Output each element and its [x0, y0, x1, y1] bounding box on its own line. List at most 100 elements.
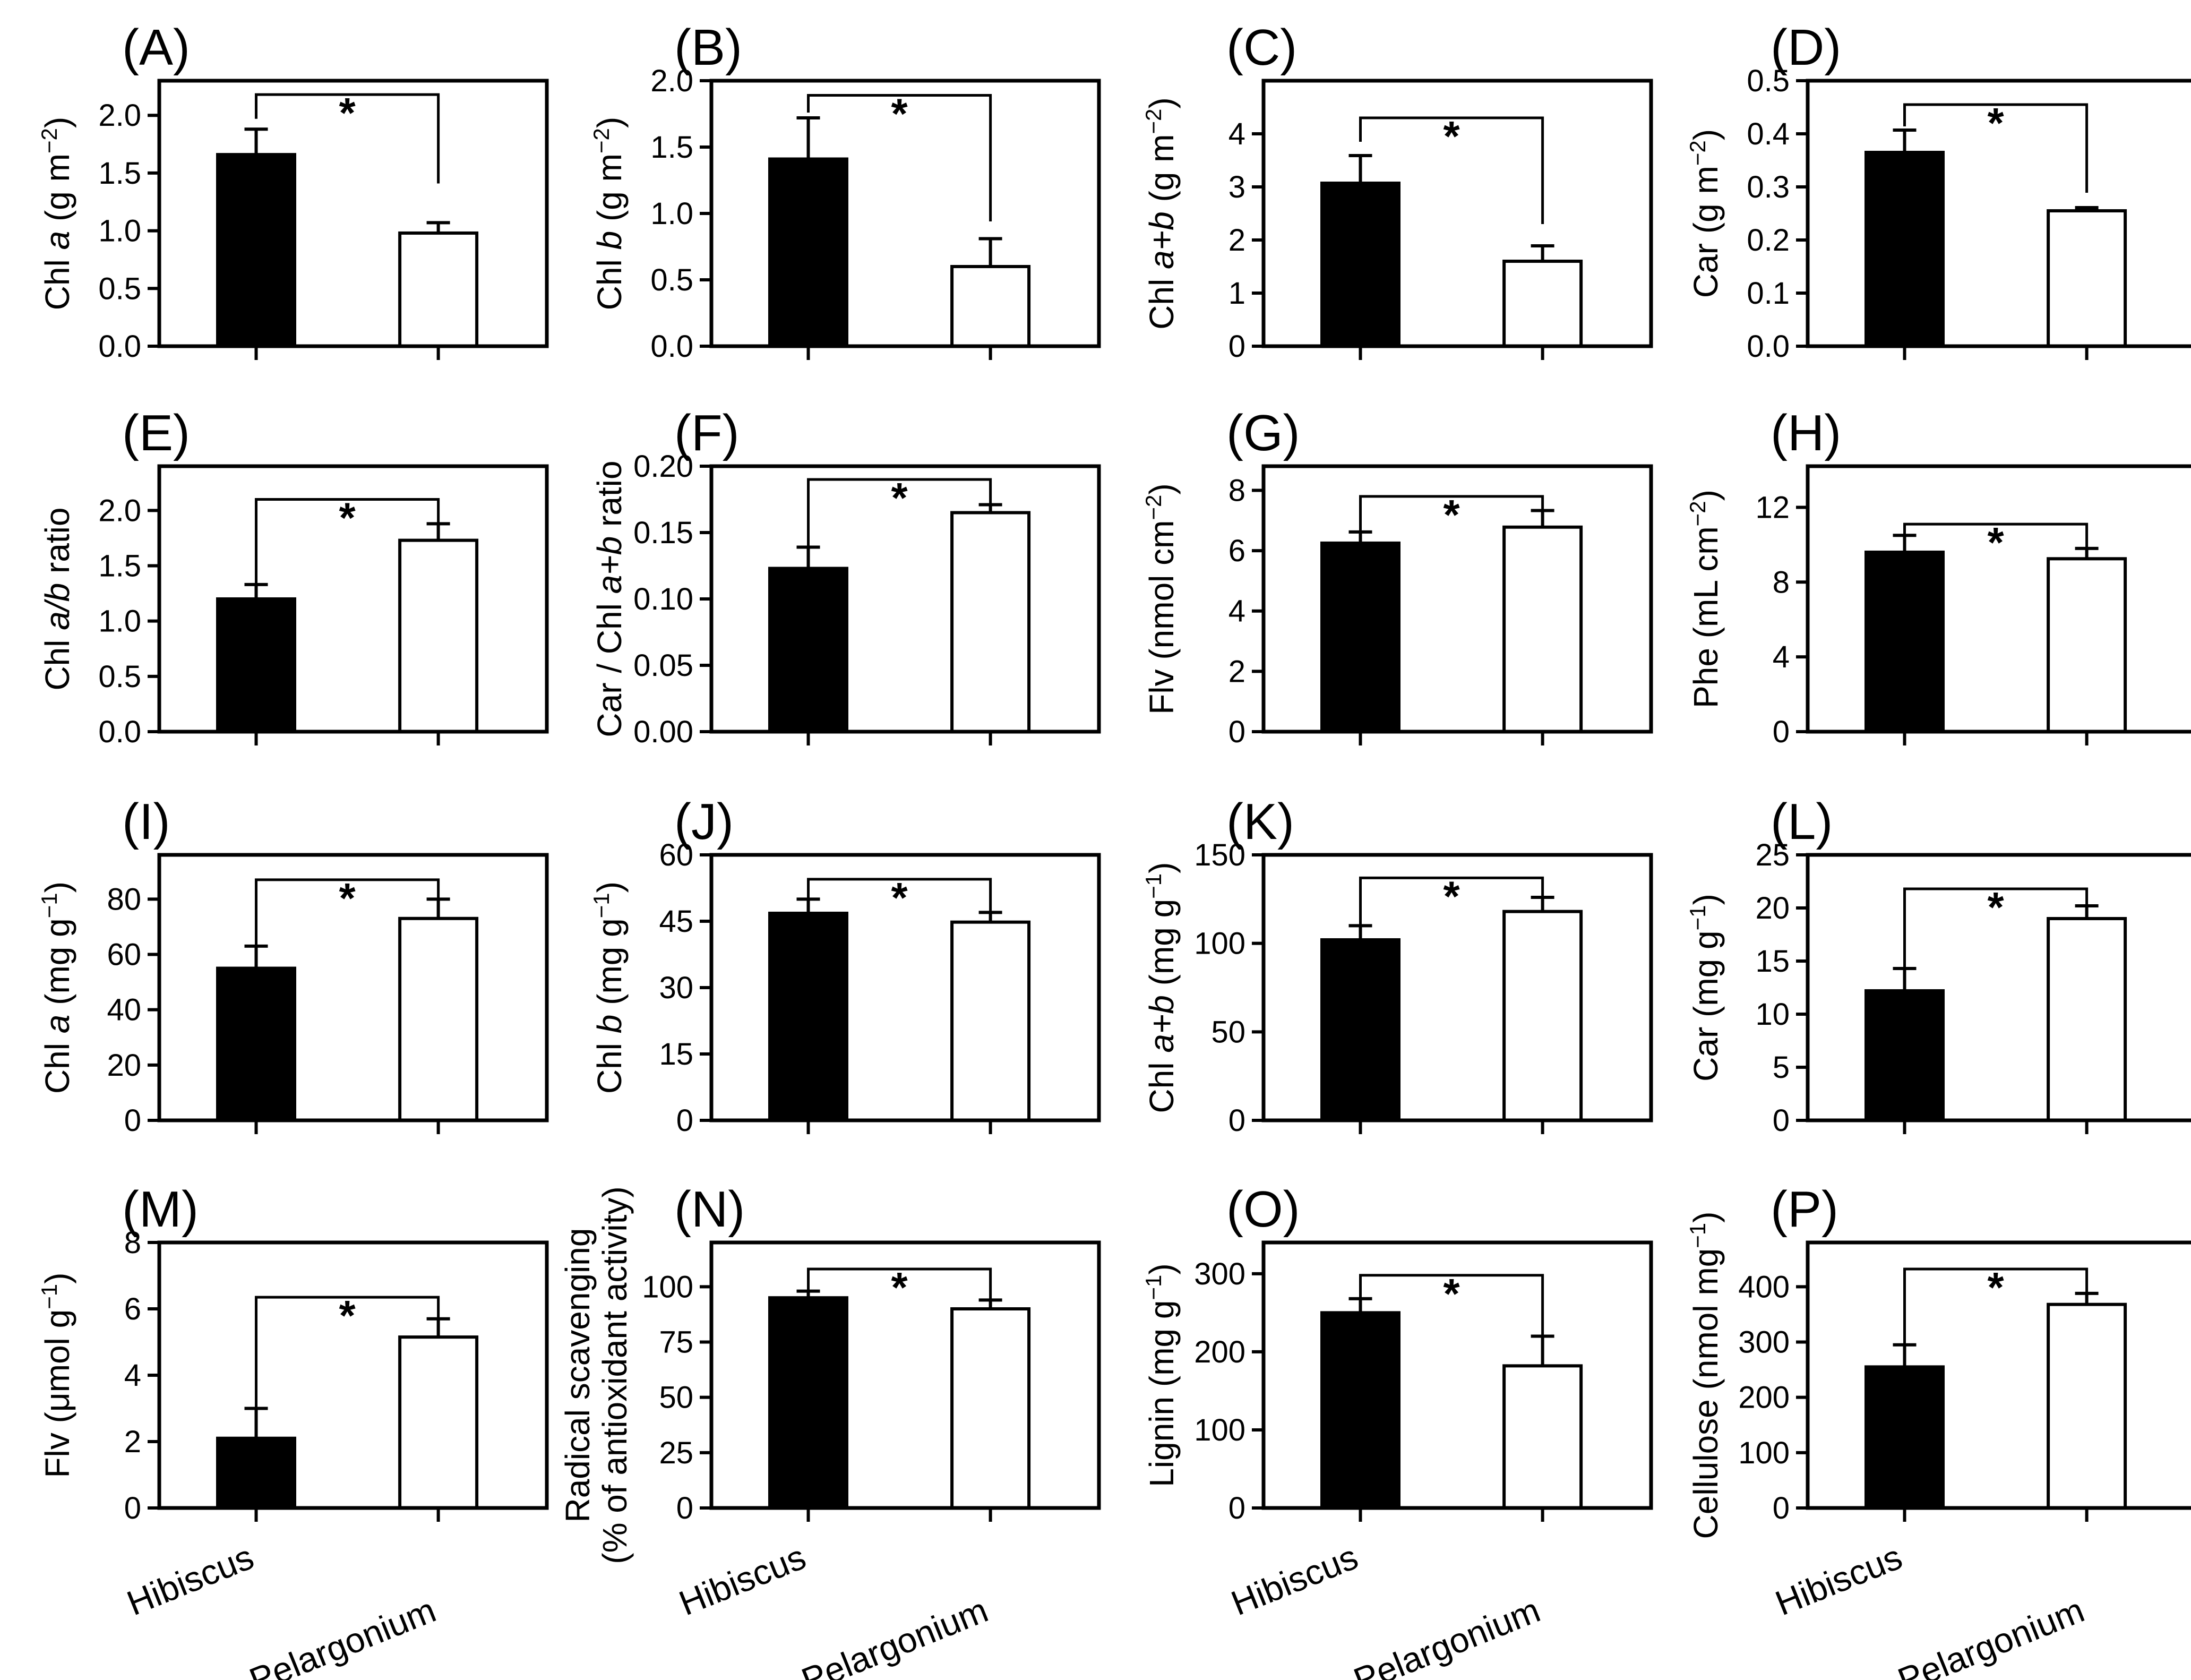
- x-category-label: Hibiscus: [1226, 1537, 1363, 1623]
- significance-star: *: [339, 1292, 356, 1339]
- panel-label: (I): [122, 793, 170, 850]
- y-tick-label: 1.5: [98, 549, 141, 584]
- significance-star: *: [339, 89, 356, 136]
- bar-pelargonium: [950, 511, 1031, 733]
- significance-star: *: [891, 874, 908, 921]
- y-tick-label: 8: [1773, 565, 1790, 599]
- y-axis-label-part: Car (g m: [1687, 166, 1725, 298]
- y-tick-label: 80: [107, 882, 141, 916]
- y-axis-label-part: −1: [37, 893, 62, 918]
- y-axis-label-part: Lignin (mg g: [1142, 1300, 1181, 1487]
- y-tick-label: 2: [124, 1425, 141, 1459]
- bar-hibiscus: [768, 912, 848, 1122]
- y-tick-label: 1.5: [650, 130, 693, 165]
- bar-pelargonium: [398, 916, 479, 1122]
- panel-label: (D): [1771, 19, 1841, 76]
- bar-pelargonium: [398, 231, 479, 348]
- error-bar: [1348, 154, 1372, 183]
- error-bar: [1348, 924, 1372, 940]
- panel-G: (G) * 0 2 4 6 8 Flv (nmol cm−2): [1141, 405, 1653, 749]
- panel-label: (A): [122, 19, 190, 76]
- y-axis-label-part: ): [1142, 483, 1181, 494]
- bar-hibiscus: [1320, 541, 1400, 733]
- significance-star: *: [1443, 113, 1460, 160]
- plot-frame: [1806, 853, 2191, 1122]
- y-tick-label: 0: [1228, 715, 1245, 749]
- y-tick-label: 40: [107, 993, 141, 1027]
- y-tick-label: 4: [1773, 640, 1790, 674]
- y-axis-label-part: mol g: [38, 1309, 76, 1393]
- y-axis-label-part: a: [38, 231, 76, 250]
- y-tick-label: 0.4: [1747, 117, 1790, 151]
- error-bar: [2075, 546, 2099, 559]
- y-axis-label-part: −1: [37, 1284, 62, 1309]
- y-axis-label-part: Phe (mL cm: [1687, 526, 1725, 708]
- error-bar: [426, 897, 450, 919]
- significance-bracket: [807, 878, 992, 913]
- y-axis-label: Chl a/b ratio: [38, 507, 76, 690]
- y-tick-label: 6: [124, 1292, 141, 1326]
- bar-hibiscus: [1865, 151, 1945, 348]
- y-tick-label: 0.5: [650, 263, 693, 297]
- y-tick-label: 30: [659, 971, 693, 1005]
- bar-pelargonium: [398, 1335, 479, 1510]
- y-axis-label-part: ): [38, 1273, 76, 1284]
- panel-label: (M): [122, 1181, 199, 1238]
- y-tick-label: 5: [1773, 1050, 1790, 1085]
- y-axis-label-part: ): [38, 117, 76, 128]
- y-tick-label: 0.2: [1747, 223, 1790, 258]
- error-bar: [1531, 244, 1554, 261]
- bar-hibiscus: [768, 567, 848, 733]
- error-bar: [1893, 128, 1917, 152]
- error-bar: [1348, 530, 1372, 543]
- y-axis-label-part: −1: [589, 893, 614, 918]
- y-tick-label: 0.0: [1747, 329, 1790, 364]
- y-axis-label-part: μ: [38, 1392, 76, 1412]
- plot-frame: [1806, 464, 2191, 734]
- y-axis-label-part: ): [1687, 1212, 1725, 1223]
- error-bar: [244, 944, 268, 968]
- y-axis-label-part: ): [1142, 1263, 1181, 1274]
- y-tick-label: 100: [1194, 1413, 1245, 1447]
- y-tick-label: 200: [1194, 1335, 1245, 1369]
- plot-frame: [1806, 1240, 2191, 1510]
- panel-label: (B): [674, 19, 742, 76]
- x-category-label: Pelargonium: [244, 1590, 441, 1680]
- y-axis-label: Car (g m−2): [1685, 129, 1725, 298]
- y-tick-label: 50: [1211, 1015, 1245, 1049]
- bar-hibiscus: [216, 966, 296, 1122]
- bar-pelargonium: [1502, 1364, 1583, 1510]
- y-axis-label: Flv (μmol g−1): [37, 1273, 77, 1478]
- significance-bracket: [255, 93, 440, 184]
- y-axis-label-part: a+b: [1142, 995, 1181, 1053]
- y-axis-label-part: −1: [1685, 1223, 1710, 1248]
- y-tick-label: 0.0: [98, 329, 141, 364]
- y-tick-label: 1.0: [98, 214, 141, 248]
- plot-frame: [1261, 79, 1653, 348]
- y-tick-label: 200: [1738, 1381, 1790, 1415]
- y-tick-label: 150: [1194, 838, 1245, 872]
- panel-K: (K) * 0 50 100 150 Chl a+b (mg g−1): [1141, 793, 1653, 1138]
- y-tick-label: 0: [676, 1491, 693, 1525]
- y-tick-label: 0: [124, 1491, 141, 1525]
- bar-hibiscus: [768, 157, 848, 348]
- y-tick-label: 8: [1228, 473, 1245, 508]
- y-tick-label: 0.0: [650, 329, 693, 364]
- y-axis-label-part: Flv (: [38, 1412, 76, 1478]
- y-axis-label: Car (mg g−1): [1685, 894, 1725, 1082]
- panel-H: (H) * 0 4 8 12 Phe (mL cm−2): [1685, 405, 2191, 749]
- significance-star: *: [1443, 1270, 1460, 1317]
- y-tick-label: 0: [1773, 715, 1790, 749]
- bar-pelargonium: [950, 265, 1031, 348]
- x-category-label: Hibiscus: [1770, 1537, 1908, 1623]
- x-category-label: Pelargonium: [1348, 1590, 1545, 1680]
- y-axis-label-part: a: [38, 1015, 76, 1034]
- y-axis-label-part: ): [1687, 129, 1725, 140]
- significance-bracket: [1903, 887, 2089, 968]
- panel-label: (H): [1771, 405, 1841, 461]
- error-bar: [796, 116, 820, 159]
- y-tick-label: 2: [1228, 223, 1245, 258]
- y-axis-label-part: b: [590, 1015, 629, 1034]
- error-bar: [978, 237, 1002, 267]
